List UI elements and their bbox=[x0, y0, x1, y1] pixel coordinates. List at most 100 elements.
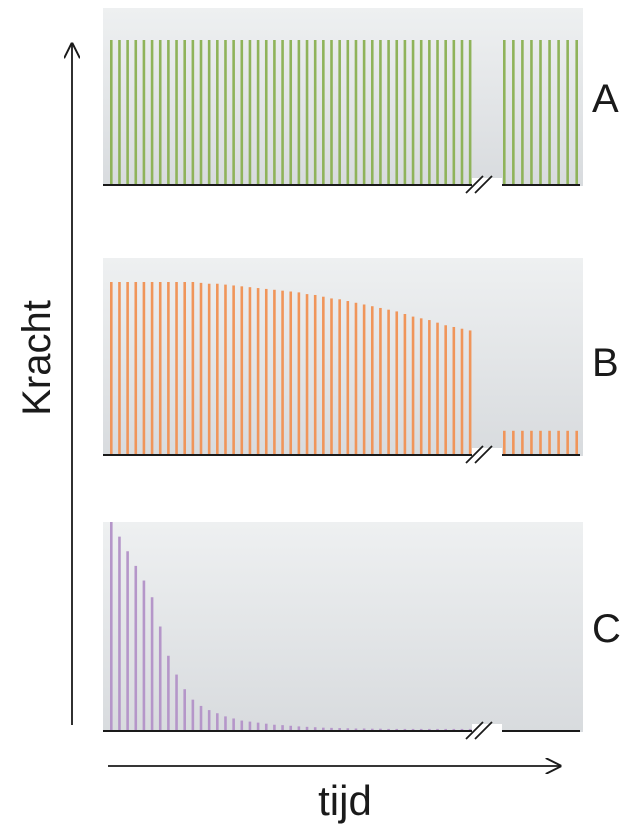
panel-a-bar bbox=[224, 40, 227, 185]
panel-b-bar bbox=[444, 325, 447, 455]
panel-c-bar bbox=[354, 728, 358, 731]
panel-c-bar bbox=[452, 728, 456, 731]
panel-c-bar bbox=[313, 727, 317, 731]
panel-b-bar bbox=[199, 282, 203, 455]
panel-b-bar bbox=[240, 286, 244, 455]
panel-c-bar bbox=[330, 727, 333, 731]
panel-a-bar bbox=[134, 40, 138, 185]
panel-b-bar bbox=[216, 283, 219, 455]
panel-b-bar bbox=[167, 282, 170, 455]
panel-a-bar-after-break bbox=[521, 40, 524, 185]
panel-b-bar bbox=[338, 299, 341, 455]
panel-a-bar bbox=[191, 40, 195, 185]
panel-a-bars bbox=[110, 40, 578, 185]
panel-b-bar bbox=[362, 304, 366, 455]
panel-b-bar bbox=[346, 301, 350, 455]
panel-c-bar bbox=[362, 728, 366, 731]
panel-b-label: B bbox=[592, 341, 619, 385]
panel-c-bar bbox=[232, 718, 235, 731]
panel-b-bar bbox=[183, 282, 186, 455]
panel-c-bar bbox=[142, 580, 146, 731]
panel-c-bar bbox=[305, 726, 309, 731]
panel-b-bar bbox=[134, 282, 138, 455]
panel-a-bar bbox=[354, 40, 358, 185]
panel-b-bar bbox=[452, 326, 456, 455]
panel-c-bar bbox=[346, 728, 350, 731]
panel-c-bar bbox=[322, 727, 325, 731]
panel-a-bar-after-break bbox=[566, 40, 569, 185]
panel-b-bar bbox=[142, 282, 146, 455]
panel-a-bar bbox=[444, 40, 447, 185]
panel-a-label: A bbox=[592, 77, 619, 121]
panel-a-bar bbox=[126, 40, 129, 185]
panel-b-break-mark bbox=[465, 445, 502, 464]
panel-a-bar-after-break bbox=[503, 40, 506, 185]
panel-a-bar bbox=[330, 40, 333, 185]
panel-b-background bbox=[103, 258, 583, 456]
panel-b-bar bbox=[468, 330, 472, 455]
panel-b-bar bbox=[436, 322, 439, 455]
panel-c-bar bbox=[444, 728, 447, 731]
panel-a-bar bbox=[167, 40, 170, 185]
panel-a-bar-after-break bbox=[530, 40, 533, 185]
panel-b-bar bbox=[175, 282, 178, 455]
panel-c-bar bbox=[240, 720, 244, 731]
panel-b-bar bbox=[370, 306, 374, 455]
panel-b-bar bbox=[264, 288, 268, 455]
panel-a-bar bbox=[411, 40, 415, 185]
panel-b-bar-after-break bbox=[575, 430, 578, 455]
panel-a-break-mark bbox=[465, 175, 502, 194]
panel-a-bar bbox=[436, 40, 439, 185]
panel-c-bar bbox=[150, 597, 154, 731]
panel-b-bar-after-break bbox=[512, 430, 515, 455]
panel-c-bar bbox=[289, 725, 293, 731]
panel-b-bar bbox=[256, 288, 260, 455]
panel-c-bar bbox=[216, 713, 219, 732]
panel-a-bar bbox=[273, 40, 276, 185]
panel-b-bar bbox=[110, 282, 113, 455]
panel-b-bar bbox=[322, 296, 325, 455]
panel-b-bar bbox=[305, 294, 309, 455]
panel-b-bar bbox=[297, 292, 301, 455]
panel-b-bar-after-break bbox=[521, 430, 524, 455]
panel-a-bar bbox=[387, 40, 390, 185]
panel-c-bar bbox=[273, 724, 276, 731]
panel-b-bar bbox=[158, 282, 162, 455]
x-axis-label: tijd bbox=[318, 777, 372, 824]
panel-c-bar bbox=[134, 565, 138, 731]
panel-a-bar bbox=[297, 40, 301, 185]
panel-b-bar bbox=[281, 290, 284, 455]
panel-a-bar bbox=[207, 40, 211, 185]
panel-a-bar bbox=[281, 40, 284, 185]
panel-a-bar bbox=[379, 40, 382, 185]
panel-b-bar bbox=[273, 289, 276, 455]
panel-a-bar bbox=[183, 40, 186, 185]
panel-c-bar bbox=[126, 551, 129, 731]
panel-b-bar bbox=[330, 298, 333, 455]
panel-a-bar bbox=[142, 40, 146, 185]
panel-a-bar bbox=[313, 40, 317, 185]
panel-a-bar bbox=[362, 40, 366, 185]
panel-b-bar bbox=[126, 282, 129, 455]
panel-a-bar bbox=[248, 40, 252, 185]
panel-c-bar bbox=[264, 723, 268, 731]
panel-a-bar bbox=[428, 40, 431, 185]
panel-c-bar bbox=[110, 522, 113, 731]
panel-c-bar bbox=[411, 728, 415, 731]
panel-c-bar bbox=[403, 728, 407, 731]
panel-b-bar bbox=[354, 302, 358, 455]
panel-b-bar bbox=[403, 314, 407, 455]
panel-c-bar bbox=[183, 689, 186, 731]
panel-a-bar bbox=[370, 40, 374, 185]
panel-c-bar bbox=[248, 721, 252, 731]
y-axis-label: Kracht bbox=[15, 300, 59, 416]
panel-c-break-mark bbox=[465, 721, 502, 740]
panel-c-bar bbox=[167, 655, 170, 731]
panel-b-bar bbox=[150, 282, 154, 455]
panel-b-bar-after-break bbox=[530, 430, 533, 455]
panel-b-bar-after-break bbox=[539, 430, 542, 455]
panel-a-bar bbox=[322, 40, 325, 185]
panel-a-bar bbox=[346, 40, 350, 185]
panel-a-bar bbox=[264, 40, 268, 185]
